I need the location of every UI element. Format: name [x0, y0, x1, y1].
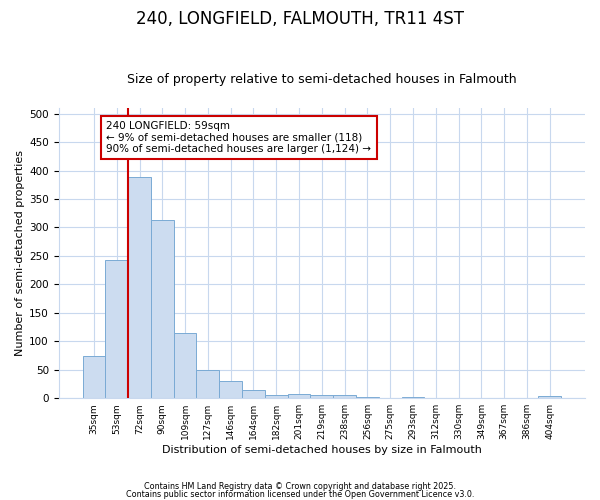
- Bar: [196, 370, 219, 398]
- Bar: [265, 395, 287, 398]
- Bar: [242, 390, 265, 398]
- Y-axis label: Number of semi-detached properties: Number of semi-detached properties: [15, 150, 25, 356]
- Bar: [83, 356, 106, 398]
- Bar: [310, 395, 333, 398]
- Bar: [219, 381, 242, 398]
- Bar: [128, 178, 151, 398]
- Bar: [106, 260, 128, 398]
- Text: Contains public sector information licensed under the Open Government Licence v3: Contains public sector information licen…: [126, 490, 474, 499]
- Bar: [401, 397, 424, 398]
- Bar: [356, 396, 379, 398]
- Bar: [174, 334, 196, 398]
- Text: 240, LONGFIELD, FALMOUTH, TR11 4ST: 240, LONGFIELD, FALMOUTH, TR11 4ST: [136, 10, 464, 28]
- X-axis label: Distribution of semi-detached houses by size in Falmouth: Distribution of semi-detached houses by …: [162, 445, 482, 455]
- Bar: [538, 396, 561, 398]
- Text: Contains HM Land Registry data © Crown copyright and database right 2025.: Contains HM Land Registry data © Crown c…: [144, 482, 456, 491]
- Text: 240 LONGFIELD: 59sqm
← 9% of semi-detached houses are smaller (118)
90% of semi-: 240 LONGFIELD: 59sqm ← 9% of semi-detach…: [106, 121, 371, 154]
- Bar: [333, 396, 356, 398]
- Title: Size of property relative to semi-detached houses in Falmouth: Size of property relative to semi-detach…: [127, 73, 517, 86]
- Bar: [287, 394, 310, 398]
- Bar: [151, 220, 174, 398]
